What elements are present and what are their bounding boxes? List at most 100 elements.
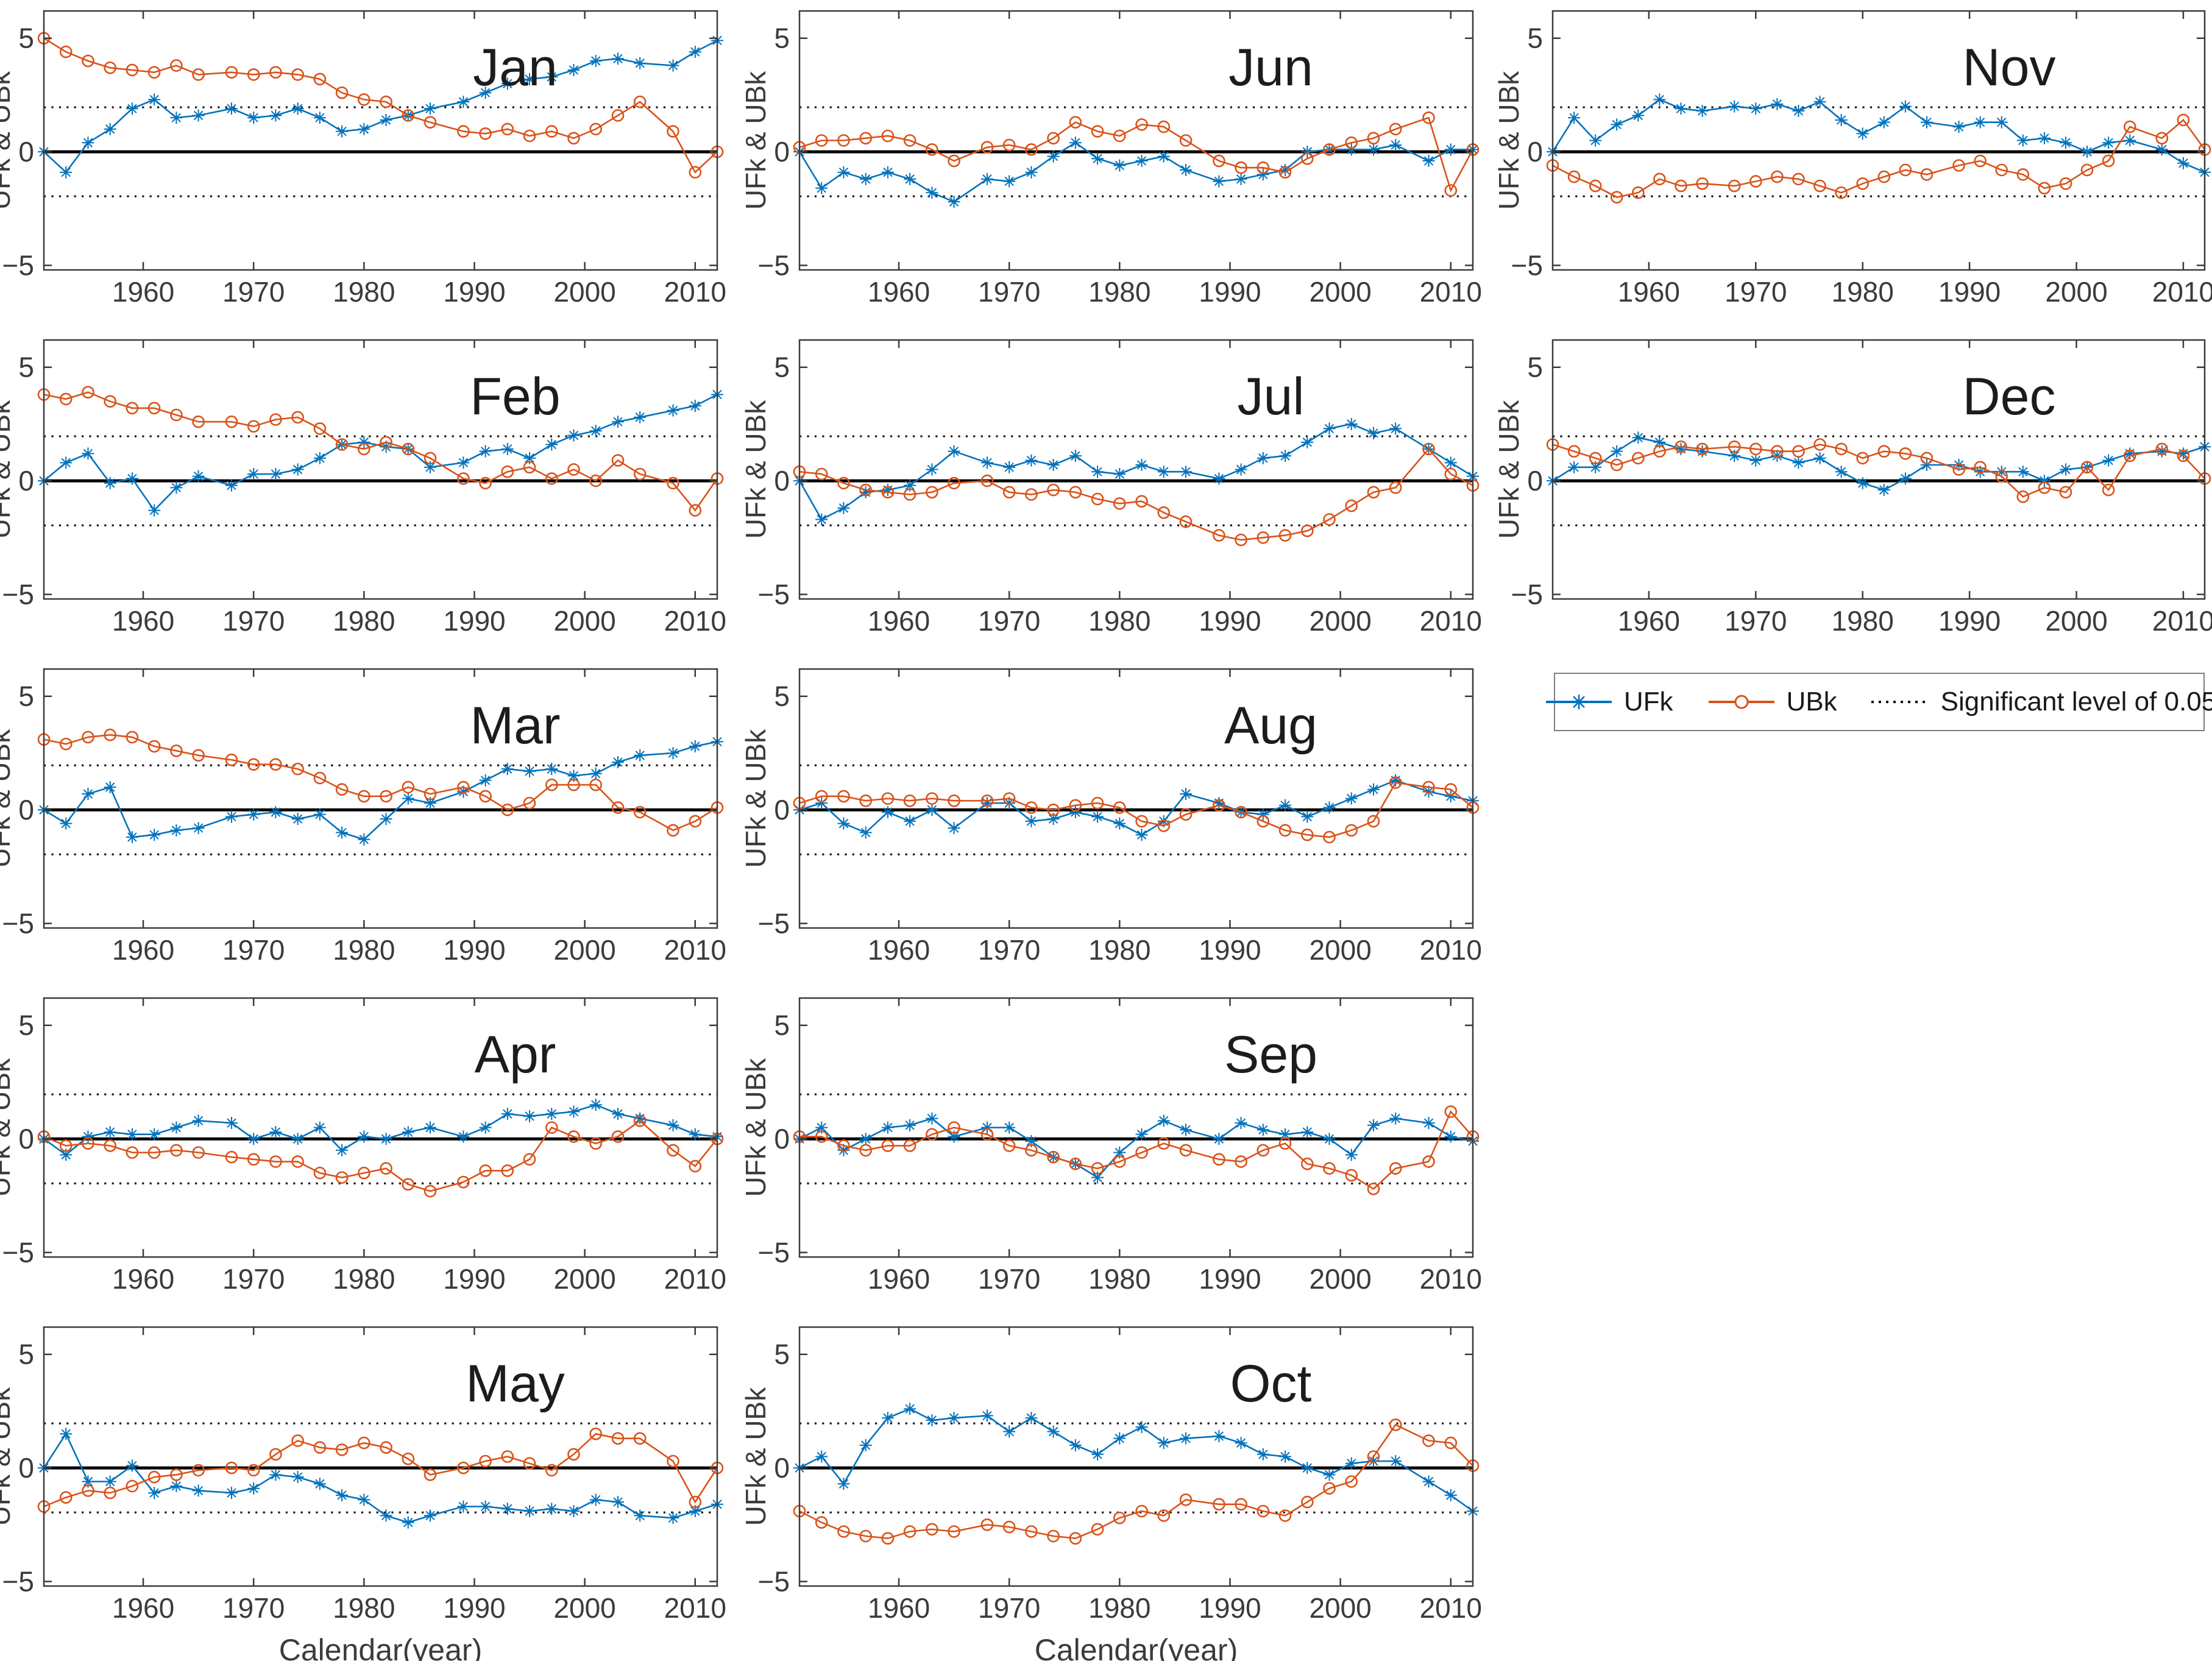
subplot-sep: 1960 1970 1980 1990 2000 2010 5 0 −5 Sep UFk & UBk (740, 997, 1482, 1295)
ubk-marker (170, 1468, 183, 1481)
axes-box (798, 1326, 1474, 1587)
ubk-marker (59, 737, 73, 751)
ubk-marker (633, 1432, 647, 1445)
ubk-marker (926, 792, 938, 805)
ubk-marker (192, 749, 205, 762)
ubk-marker (104, 1139, 116, 1152)
x-tick-label: 2000 (2045, 605, 2107, 637)
x-tick-label: 2010 (1420, 1592, 1482, 1624)
axes-box (43, 1326, 718, 1587)
y-tick-label: −5 (758, 908, 790, 940)
ubk-line (799, 447, 1473, 541)
ubk-marker (1771, 445, 1784, 458)
y-axis-label: UFk & UBk (740, 1058, 771, 1197)
ubk-marker (980, 794, 994, 807)
ubk-marker (881, 129, 895, 143)
ubk-marker (1899, 447, 1912, 460)
ubk-marker (82, 386, 94, 399)
ubk-marker (948, 794, 960, 807)
axes-box (43, 10, 718, 271)
subplot-dec: 1960 1970 1980 1990 2000 2010 5 0 −5 Dec UFk & UBk (1493, 339, 2212, 637)
ubk-marker (2059, 486, 2072, 499)
ubk-marker (1728, 440, 1741, 453)
x-tick-label: 2000 (1309, 934, 1371, 966)
ubk-marker (1345, 499, 1358, 512)
ubk-line-sample (1708, 695, 1774, 709)
y-tick-label: 5 (18, 681, 34, 712)
ubk-marker (1091, 125, 1104, 138)
x-tick-label: 1970 (978, 605, 1040, 637)
ubk-marker (1444, 783, 1458, 796)
x-tick-label: 1960 (868, 276, 930, 308)
ubk-marker (247, 1464, 260, 1477)
ubk-marker (424, 452, 437, 465)
ubk-marker (1091, 796, 1104, 810)
ubk-marker (313, 1441, 327, 1454)
y-axis-label: UFk & UBk (0, 729, 16, 868)
ubk-marker (1047, 483, 1060, 497)
ubk-marker (1213, 1153, 1225, 1166)
significance-line-sample (1871, 701, 1930, 703)
ubk-marker (82, 1137, 94, 1150)
y-tick-label: 5 (18, 23, 34, 54)
ubk-line (799, 1423, 1473, 1540)
x-tick-label: 2000 (553, 934, 615, 966)
ubk-line (799, 116, 1474, 193)
ubk-marker (633, 806, 647, 819)
ubk-marker (269, 413, 282, 426)
x-tick-label: 2010 (664, 605, 726, 637)
ubk-marker (247, 420, 260, 433)
x-tick-label: 1980 (333, 1263, 395, 1295)
ubk-marker (225, 1150, 238, 1164)
subplot-title: Mar (470, 696, 560, 755)
ubk-marker (1113, 801, 1126, 814)
ubk-marker (859, 1144, 872, 1157)
ubk-marker (1920, 168, 1934, 181)
ubk-marker (501, 465, 514, 478)
ubk-marker (380, 1162, 392, 1175)
ubk-marker (1135, 815, 1148, 828)
x-tick-label: 1970 (222, 605, 285, 637)
ubk-marker (2038, 182, 2051, 195)
x-tick-label: 1970 (222, 1592, 285, 1624)
ubk-marker (1235, 1155, 1247, 1168)
ubk-marker (837, 1139, 850, 1152)
ubk-marker (689, 166, 702, 179)
ubk-marker (1235, 1498, 1247, 1511)
ubk-marker (2080, 163, 2094, 177)
ubk-marker (335, 783, 349, 796)
ubk-marker (501, 1450, 514, 1463)
ubk-marker (815, 134, 828, 147)
x-tick-label: 2010 (2152, 276, 2212, 308)
y-axis-label: UFk & UBk (0, 71, 16, 210)
ubk-marker (313, 422, 327, 435)
ubk-marker (1002, 486, 1016, 499)
ubk-marker (881, 792, 895, 805)
legend-item-significance: Significant level of 0.05 (1869, 687, 2212, 717)
subplot-aug: 1960 1970 1980 1990 2000 2010 5 0 −5 Aug UFk & UBk (740, 668, 1482, 966)
y-tick-label: −5 (2, 1566, 34, 1598)
ubk-line (799, 1110, 1473, 1190)
ubk-marker (225, 753, 238, 767)
legend-label-ufk: UFk (1623, 687, 1673, 717)
ubk-marker (1278, 824, 1292, 837)
ubk-marker (1813, 438, 1826, 451)
ubk-marker (980, 1518, 994, 1531)
y-tick-label: 0 (18, 794, 34, 826)
legend-label-ubk: UBk (1786, 687, 1837, 717)
ubk-line (43, 734, 718, 832)
ubk-marker (1675, 179, 1687, 193)
ubk-marker (457, 1175, 470, 1189)
x-tick-label: 1980 (333, 605, 395, 637)
ubk-marker (335, 1171, 349, 1184)
ubk-marker (225, 1461, 238, 1475)
ubk-marker (501, 1164, 514, 1177)
ubk-marker (1632, 186, 1645, 199)
x-tick-label: 1960 (1618, 276, 1680, 308)
ubk-marker (1323, 1162, 1336, 1175)
axes-box (798, 668, 1474, 929)
ubk-marker (1444, 467, 1458, 481)
ubk-marker (633, 467, 647, 481)
ubk-marker (1422, 111, 1435, 124)
